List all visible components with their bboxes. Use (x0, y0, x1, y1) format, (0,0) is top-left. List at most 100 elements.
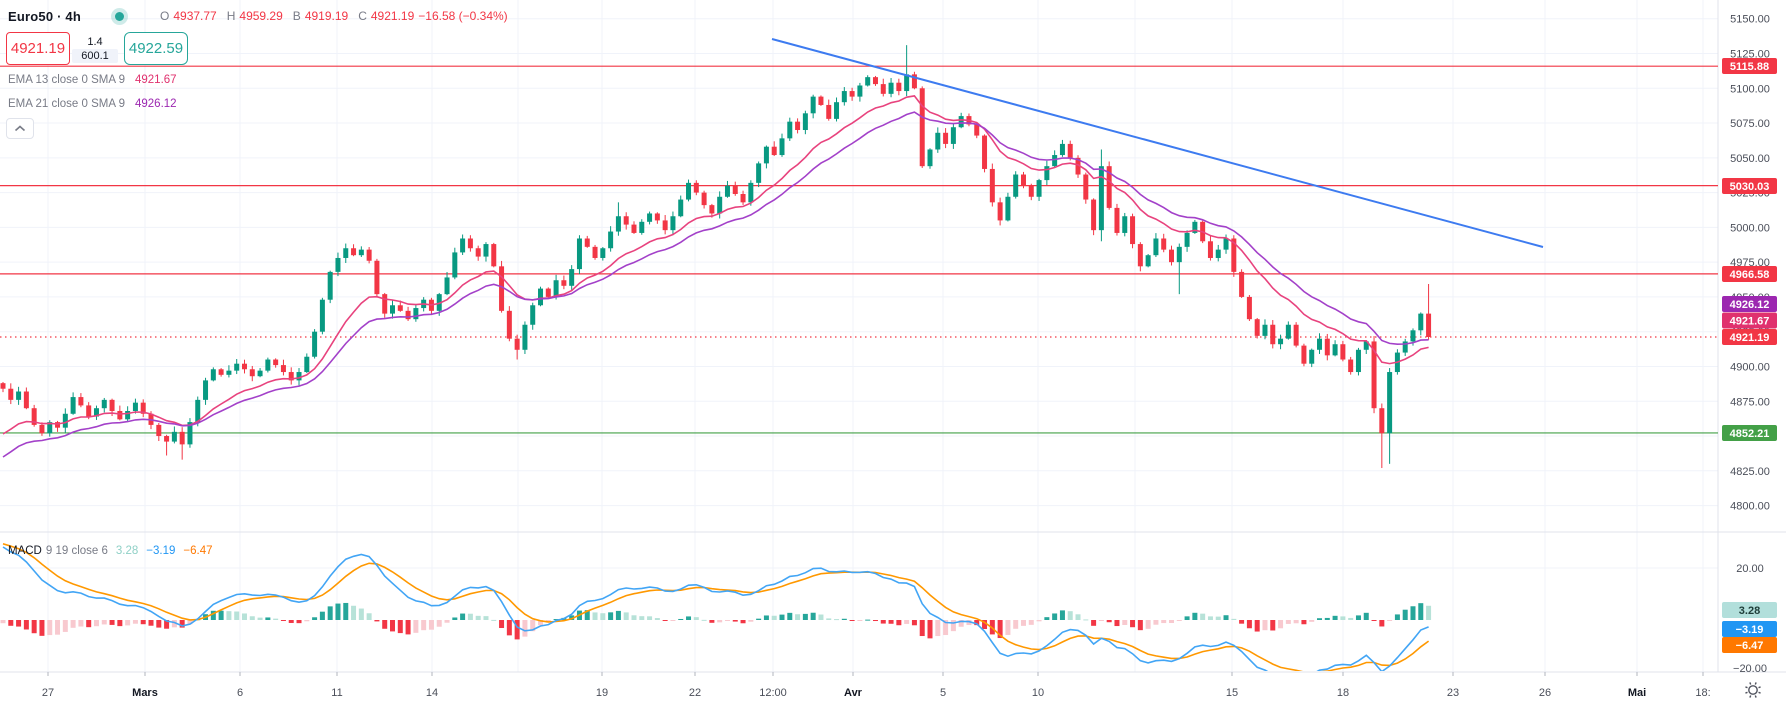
candle (1059, 143, 1065, 156)
macd-histogram-bar (397, 620, 403, 634)
macd-line (2, 546, 1429, 671)
candle (70, 397, 76, 414)
time-axis-label: Mars (132, 687, 158, 699)
macd-histogram-bar (140, 620, 146, 625)
candle (475, 248, 481, 257)
price-axis[interactable]: 5150.005125.005100.005075.005050.005025.… (1722, 14, 1777, 675)
candle (927, 149, 933, 167)
macd-histogram-bar (1153, 620, 1159, 625)
candle (841, 91, 847, 103)
macd-histogram-bar (1137, 620, 1143, 631)
macd-signal-value: −6.47 (183, 545, 213, 557)
candle (935, 132, 941, 150)
macd-histogram-bar (47, 620, 53, 636)
macd-histogram-bar (810, 612, 816, 620)
macd-histogram-bar (935, 620, 941, 637)
macd-histogram-bar (125, 620, 131, 626)
candle (117, 410, 123, 420)
candle (662, 220, 668, 231)
macd-histogram-bar (514, 620, 520, 640)
ema21-legend: EMA 21 close 0 SMA 9 4926.12 (8, 98, 177, 110)
candle (1145, 255, 1151, 267)
candle (1098, 166, 1104, 231)
macd-histogram-bar (1324, 617, 1330, 620)
macd-histogram-bar (1114, 620, 1120, 627)
trendline[interactable] (771, 38, 1544, 248)
macd-histogram-bar (647, 616, 653, 620)
candle (826, 104, 832, 119)
candle (382, 294, 388, 314)
symbol-title[interactable]: Euro50 · 4h (8, 8, 81, 24)
candle (592, 246, 598, 258)
buy-button[interactable]: 4922.59 (124, 32, 188, 65)
time-axis[interactable]: 27 Mars 6 11 14 19 22 12:00 Avr 5 10 15 18 23 26 Mai 18: (42, 672, 1711, 699)
candle (351, 248, 357, 256)
collapse-legend-button[interactable] (6, 118, 34, 139)
svg-text:4921.19: 4921.19 (1730, 332, 1770, 344)
macd-histogram-bar (1036, 620, 1042, 622)
candle (390, 305, 395, 314)
candle (763, 146, 769, 164)
macd-histogram-bar (351, 605, 357, 620)
macd-histogram-bar (608, 612, 614, 620)
candle (1340, 344, 1346, 360)
candle (1324, 338, 1330, 356)
candle (802, 113, 808, 131)
time-axis-settings-icon[interactable] (1745, 682, 1761, 698)
macd-histogram-bar (506, 620, 512, 636)
macd-histogram-bar (631, 615, 637, 620)
candle (849, 91, 855, 97)
candle (218, 369, 224, 375)
candle (943, 132, 949, 144)
gridlines (0, 0, 1718, 672)
macd-histogram-bar (1130, 620, 1136, 628)
candle (265, 359, 271, 371)
candle (1285, 324, 1291, 339)
macd-histogram-bar (538, 620, 544, 626)
macd-histogram-bar (1184, 616, 1190, 620)
candle (210, 369, 216, 381)
ema13-label: EMA 13 close 0 SMA 9 (8, 74, 125, 86)
macd-histogram-bar (857, 620, 863, 621)
macd-histogram-bar (670, 620, 676, 621)
time-axis-label: 22 (689, 687, 701, 699)
macd-histogram-bar (436, 620, 442, 627)
macd-histogram-bar (39, 620, 45, 636)
macd-histogram-bar (818, 614, 824, 620)
candle (1270, 324, 1276, 345)
macd-histogram-bar (1309, 620, 1315, 622)
candle (771, 146, 777, 156)
macd-histogram-bar (358, 608, 364, 620)
ohlc-values: O 4937.77 H 4959.29 B 4919.19 C 4921.19 −16.… (154, 9, 508, 23)
macd-histogram-bar (834, 619, 840, 621)
candle (86, 405, 92, 417)
candle (1231, 238, 1237, 272)
time-axis-label: Mai (1628, 687, 1646, 699)
price-tick-label: 5000.00 (1730, 222, 1770, 234)
macd-histogram-bar (1044, 617, 1050, 620)
macd-histogram-bar (795, 614, 801, 620)
macd-histogram-bar (1285, 620, 1291, 624)
macd-histogram-bar (312, 617, 318, 620)
macd-panel (0, 543, 1432, 671)
candle (179, 431, 185, 445)
macd-histogram-bar (1239, 620, 1245, 624)
candle (888, 82, 894, 94)
macd-histogram-bar (569, 615, 575, 620)
candle (296, 372, 302, 381)
candle (156, 424, 162, 437)
macd-histogram-bar (226, 611, 232, 620)
candle (569, 269, 575, 286)
candle (1387, 372, 1393, 434)
macd-histogram-bar (880, 620, 886, 624)
price-badge (1722, 58, 1777, 74)
candle (467, 238, 473, 249)
price-tick-label: 4825.00 (1730, 466, 1770, 478)
candle (1028, 185, 1034, 197)
macd-histogram-bar (319, 611, 325, 620)
sell-button[interactable]: 4921.19 (6, 32, 70, 65)
macd-histogram-bar (93, 620, 99, 627)
chevron-up-icon (14, 125, 26, 132)
candle (896, 82, 902, 92)
